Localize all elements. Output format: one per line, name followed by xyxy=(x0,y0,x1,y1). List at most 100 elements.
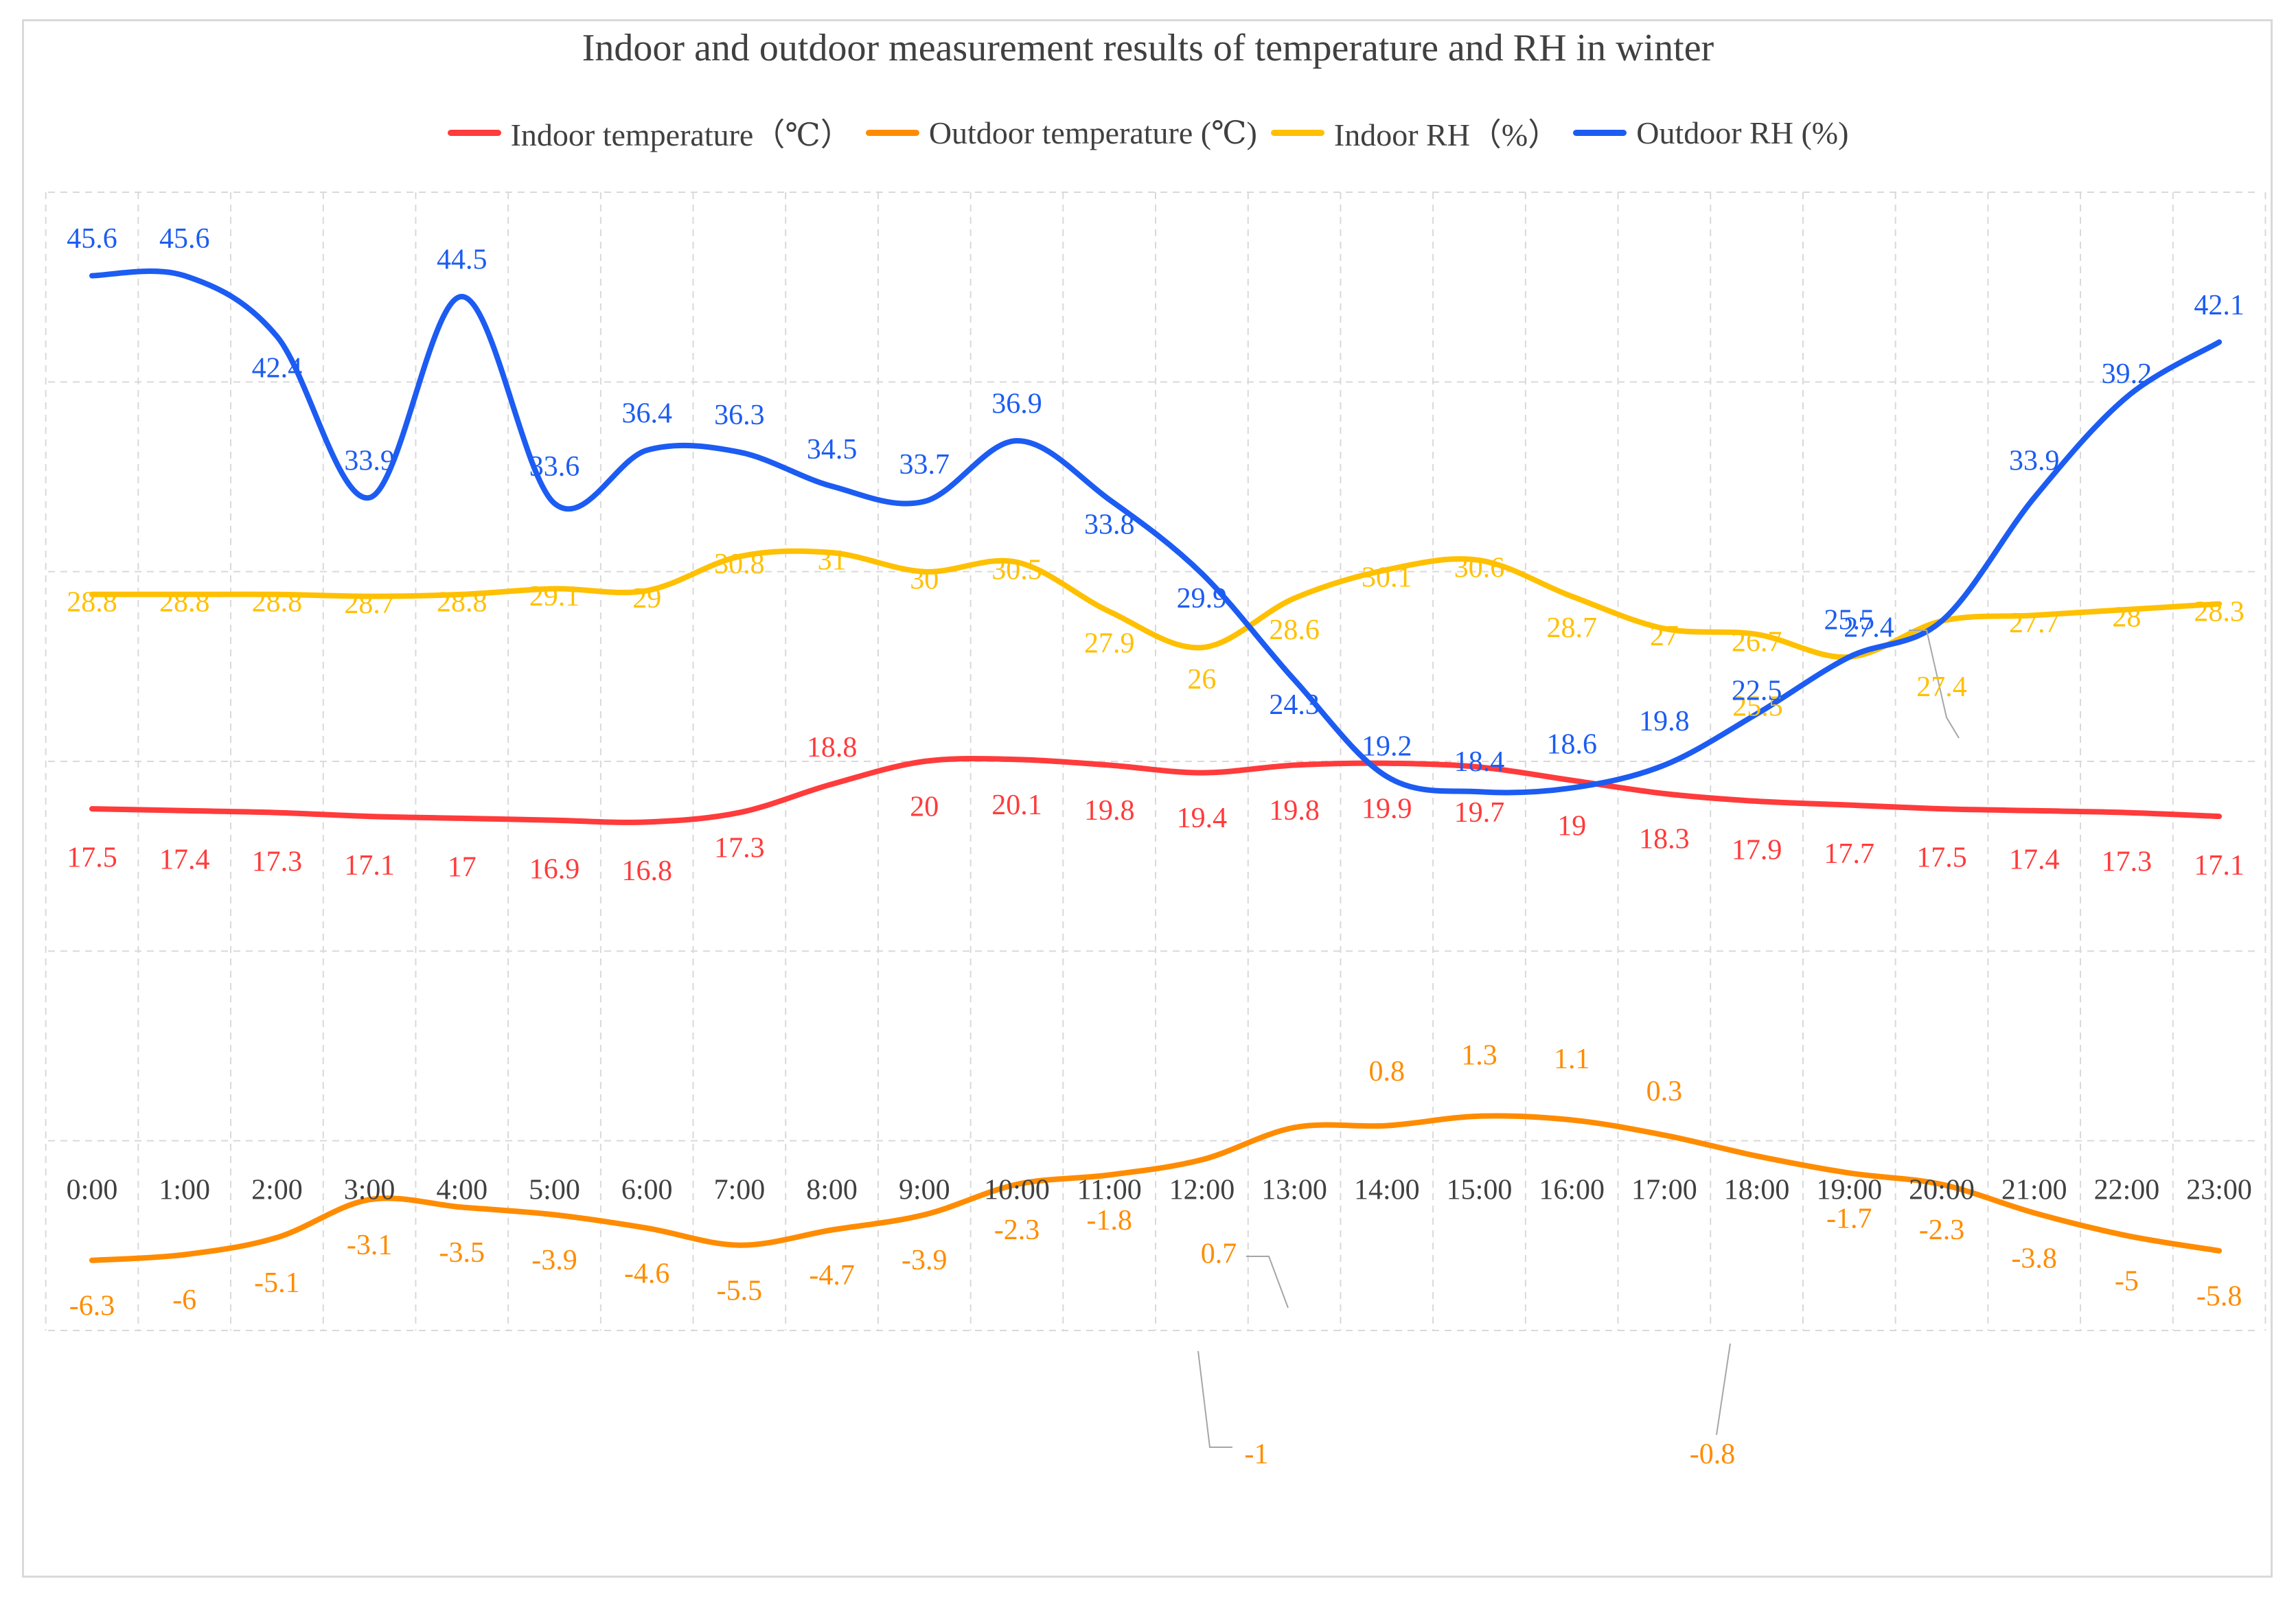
outdoor-rh-label: 18.4 xyxy=(1454,746,1505,778)
outdoor-rh-label: 33.9 xyxy=(344,446,395,477)
outdoor-rh-label: 36.3 xyxy=(714,400,765,431)
outdoor-temperature-label: -3.5 xyxy=(439,1237,485,1269)
indoor-temperature-label: 17.7 xyxy=(1824,838,1875,870)
indoor-temperature-label: 17.3 xyxy=(714,832,765,864)
outdoor-rh-label: 33.9 xyxy=(2009,446,2060,477)
indoor-rh-label: 28.8 xyxy=(67,586,117,618)
indoor-temperature-label: 17.5 xyxy=(1916,842,1967,874)
legend: Indoor temperature（℃） Outdoor temperatur… xyxy=(0,110,2296,155)
indoor-rh-label: 29.1 xyxy=(529,581,580,612)
x-tick-label: 19:00 xyxy=(1816,1175,1882,1206)
x-tick-label: 16:00 xyxy=(1539,1175,1605,1206)
x-tick-label: 14:00 xyxy=(1354,1175,1420,1206)
outdoor-temperature-label: 1.3 xyxy=(1461,1039,1497,1071)
indoor-rh-label: 28.7 xyxy=(344,588,395,620)
legend-label: Outdoor RH (%) xyxy=(1636,115,1849,150)
indoor-rh-label: 28.7 xyxy=(1546,612,1597,644)
outdoor-rh-label: 44.5 xyxy=(437,244,487,276)
indoor-rh-label: 27 xyxy=(1650,621,1679,652)
outdoor-rh-label: 42.4 xyxy=(252,353,303,384)
indoor-temperature-label: 17.5 xyxy=(67,842,117,874)
label-leader-line xyxy=(1716,1343,1731,1436)
legend-label: Indoor temperature（℃） xyxy=(510,117,852,152)
indoor-temperature-label: 19.8 xyxy=(1269,795,1320,827)
legend-label: Outdoor temperature (℃) xyxy=(928,115,1257,150)
outdoor-rh-label: 19.2 xyxy=(1362,731,1412,763)
outdoor-temperature-label: -4.6 xyxy=(624,1258,670,1289)
indoor-temperature-label: 18.8 xyxy=(807,732,858,763)
outdoor-temperature-label: 1.1 xyxy=(1554,1044,1590,1075)
outdoor-temperature-label: -3.1 xyxy=(347,1230,393,1261)
legend-label: Indoor RH（%） xyxy=(1333,117,1560,152)
x-tick-label: 11:00 xyxy=(1077,1175,1142,1206)
outdoor-temperature-label: -5 xyxy=(2115,1265,2139,1297)
indoor-temperature-label: 18.3 xyxy=(1639,824,1690,855)
indoor-rh-label: 30.8 xyxy=(714,549,765,580)
outdoor-temperature-label: -1.7 xyxy=(1826,1203,1872,1234)
outdoor-temperature-label: -3.9 xyxy=(902,1245,948,1276)
label-leader-line xyxy=(1909,630,1960,739)
outdoor-rh-label: 39.2 xyxy=(2102,358,2152,390)
indoor-temperature-label: 19.9 xyxy=(1362,793,1412,825)
x-tick-label: 8:00 xyxy=(806,1175,858,1206)
indoor-temperature-label: 17.4 xyxy=(159,844,210,875)
x-tick-label: 5:00 xyxy=(529,1175,580,1206)
legend-swatch xyxy=(1573,129,1627,136)
indoor-temperature-label: 17.1 xyxy=(344,850,395,882)
indoor-rh-label: 30.5 xyxy=(991,554,1042,586)
outdoor-temperature-label: -2.3 xyxy=(994,1214,1040,1246)
indoor-temperature-line xyxy=(89,756,2223,825)
indoor-rh-label: 26.7 xyxy=(1732,626,1782,658)
chart-frame xyxy=(22,19,2273,1578)
outdoor-temperature-line xyxy=(89,1113,2223,1263)
indoor-temperature-label: 16.8 xyxy=(621,855,672,887)
outdoor-rh-label: 27.4 xyxy=(1844,612,1894,644)
x-tick-label: 0:00 xyxy=(67,1175,118,1206)
outdoor-temperature-label: -5.1 xyxy=(254,1267,300,1299)
outdoor-temperature-label: 0.8 xyxy=(1369,1056,1405,1087)
outdoor-temperature-label: 0.3 xyxy=(1646,1076,1683,1107)
x-tick-label: 15:00 xyxy=(1447,1175,1513,1206)
outdoor-rh-label: 45.6 xyxy=(67,223,117,255)
indoor-temperature-label: 16.9 xyxy=(529,853,580,885)
x-tick-label: 13:00 xyxy=(1261,1175,1327,1206)
outdoor-rh-label: 29.9 xyxy=(1177,583,1228,614)
indoor-temperature-label: 17 xyxy=(448,852,477,884)
indoor-temperature-label: 17.1 xyxy=(2194,850,2245,882)
x-tick-label: 6:00 xyxy=(621,1175,673,1206)
legend-item-outdoor-temperature[interactable]: Outdoor temperature (℃) xyxy=(865,114,1257,151)
x-tick-label: 1:00 xyxy=(159,1175,210,1206)
outdoor-rh-label: 18.6 xyxy=(1546,728,1597,760)
x-tick-label: 9:00 xyxy=(899,1175,950,1206)
outdoor-temperature-label: -6.3 xyxy=(69,1290,115,1322)
x-tick-label: 22:00 xyxy=(2094,1175,2160,1206)
chart-title: Indoor and outdoor measurement results o… xyxy=(582,27,1714,69)
x-tick-label: 18:00 xyxy=(1724,1175,1790,1206)
indoor-rh-label: 28.8 xyxy=(252,586,303,618)
x-tick-label: 12:00 xyxy=(1169,1175,1235,1206)
x-tick-label: 21:00 xyxy=(2001,1175,2067,1206)
outdoor-temperature-label: -5.8 xyxy=(2196,1281,2242,1313)
outdoor-temperature-label: -5.5 xyxy=(717,1275,763,1306)
outdoor-rh-label: 25.5 xyxy=(1824,605,1875,636)
indoor-rh-label: 27.7 xyxy=(2009,608,2060,639)
indoor-rh-label: 25.5 xyxy=(1732,691,1783,723)
indoor-rh-label: 28.6 xyxy=(1269,614,1320,646)
indoor-rh-label: 28.8 xyxy=(437,586,487,618)
outdoor-rh-label: 33.7 xyxy=(899,449,950,481)
legend-item-outdoor-rh[interactable]: Outdoor RH (%) xyxy=(1573,115,1848,151)
outdoor-rh-label: 22.5 xyxy=(1732,676,1782,707)
outdoor-rh-label: 45.6 xyxy=(159,223,210,255)
indoor-rh-label: 28.8 xyxy=(159,586,210,618)
outdoor-rh-label: 36.4 xyxy=(621,398,672,429)
outdoor-temperature-label: 0.7 xyxy=(1201,1239,1237,1270)
indoor-temperature-label: 17.9 xyxy=(1732,835,1782,866)
legend-item-indoor-temperature[interactable]: Indoor temperature（℃） xyxy=(447,110,852,155)
outdoor-rh-label: 33.6 xyxy=(529,451,580,483)
legend-item-indoor-rh[interactable]: Indoor RH（%） xyxy=(1270,110,1560,155)
outdoor-temperature-label: -3.8 xyxy=(2011,1243,2057,1274)
outdoor-temperature-label: -2.3 xyxy=(1919,1214,1965,1246)
outdoor-temperature-label: -1 xyxy=(1245,1439,1269,1471)
x-tick-label: 10:00 xyxy=(984,1175,1050,1206)
indoor-temperature-label: 19.7 xyxy=(1454,797,1505,829)
